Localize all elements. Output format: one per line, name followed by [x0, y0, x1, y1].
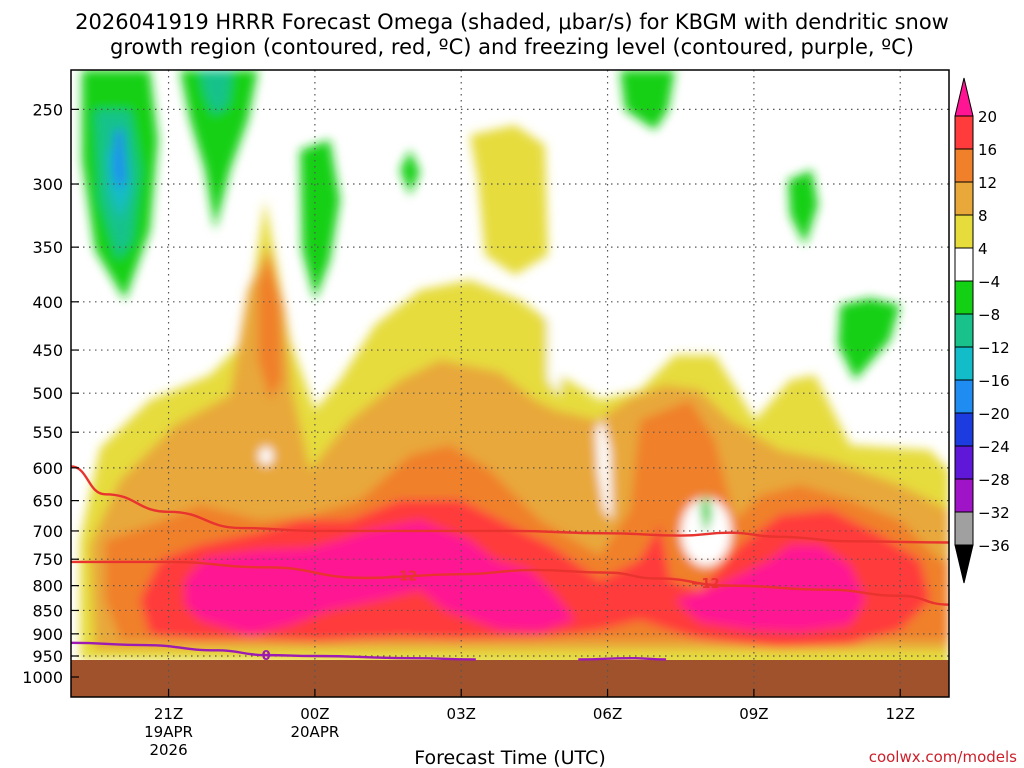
x-axis-label: Forecast Time (UTC) — [414, 747, 605, 768]
colorbar-level-label: −4 — [978, 273, 1000, 291]
contour-label: −12 — [691, 577, 720, 592]
x-tick-date: 20APR — [290, 723, 339, 741]
contour-line — [70, 641, 476, 661]
y-tick-label: 450 — [32, 341, 63, 360]
y-tick-label: 250 — [32, 100, 63, 119]
y-axis: 250 300 350 400 450 500 550 600 650 700 750 800 850 9… — [22, 100, 79, 687]
colorbar-level-label: 8 — [978, 207, 988, 225]
colorbar-swatch — [954, 445, 974, 480]
y-tick-label: 700 — [32, 522, 63, 541]
contour-line — [578, 656, 667, 661]
plot-area — [71, 70, 949, 697]
contour-line — [71, 560, 950, 606]
colorbar-swatch — [954, 313, 974, 348]
y-tick-label: 400 — [32, 293, 63, 312]
credit-link[interactable]: coolwx.com/models — [869, 748, 1017, 766]
colorbar-level-label: −28 — [978, 471, 1010, 489]
contour-label: 0 — [262, 649, 271, 664]
x-tick-label: 21Z — [154, 705, 183, 723]
colorbar-bottom-arrow — [954, 544, 974, 584]
y-tick-label: 800 — [32, 577, 63, 596]
contour-label: −12 — [388, 569, 417, 584]
ground-surface — [71, 660, 949, 697]
y-tick-label: 850 — [32, 601, 63, 620]
y-tick-label: 900 — [32, 625, 63, 644]
colorbar-level-label: 16 — [978, 141, 997, 159]
colorbar-swatch — [954, 247, 974, 282]
colorbar-level-label: −36 — [978, 537, 1010, 555]
x-tick-date: 19APR — [144, 723, 193, 741]
omega-shading — [71, 70, 949, 697]
colorbar-swatch — [954, 379, 974, 414]
y-tick-label: 550 — [32, 423, 63, 442]
colorbar-level-label: −20 — [978, 405, 1010, 423]
x-tick-label: 12Z — [886, 705, 915, 723]
colorbar-swatch — [954, 478, 974, 513]
colorbar-swatch — [954, 115, 974, 150]
colorbar-swatch — [954, 412, 974, 447]
y-tick-label: 650 — [32, 492, 63, 511]
colorbar-swatch — [954, 280, 974, 315]
x-tick-label: 09Z — [739, 705, 768, 723]
y-tick-label: 950 — [32, 647, 63, 666]
x-tick-label: 03Z — [447, 705, 476, 723]
x-tick-label: 00Z — [300, 705, 329, 723]
x-tick-label: 06Z — [593, 705, 622, 723]
x-tick-year: 2026 — [149, 741, 187, 759]
y-tick-label: 750 — [32, 550, 63, 569]
plot-frame — [70, 69, 950, 698]
y-tick-label: 1000 — [22, 668, 63, 687]
colorbar-swatch — [954, 511, 974, 546]
chart-title-line2: growth region (contoured, red, ºC) and f… — [110, 35, 914, 59]
colorbar-level-label: 20 — [978, 108, 997, 126]
colorbar-swatch — [954, 214, 974, 249]
colorbar-level-label: 12 — [978, 174, 997, 192]
colorbar-swatch — [954, 148, 974, 183]
y-tick-label: 300 — [32, 175, 63, 194]
temperature-contours: −12 −12 0 — [70, 465, 950, 664]
colorbar-swatch — [954, 346, 974, 381]
contour-line — [70, 465, 950, 544]
chart-title-line1: 2026041919 HRRR Forecast Omega (shaded, … — [75, 10, 949, 34]
colorbar-level-label: −8 — [978, 306, 1000, 324]
y-tick-label: 350 — [32, 238, 63, 257]
colorbar: 20 16 12 8 4 −4 −8 −12 −16 −20 −24 −28 −32 −36 — [954, 77, 1010, 584]
colorbar-top-arrow — [954, 77, 974, 117]
y-tick-label: 600 — [32, 459, 63, 478]
colorbar-swatch — [954, 181, 974, 216]
colorbar-level-label: −24 — [978, 438, 1010, 456]
colorbar-level-label: −12 — [978, 339, 1010, 357]
colorbar-level-label: −32 — [978, 504, 1010, 522]
colorbar-level-label: 4 — [978, 240, 988, 258]
colorbar-level-label: −16 — [978, 372, 1010, 390]
y-tick-label: 500 — [32, 384, 63, 403]
